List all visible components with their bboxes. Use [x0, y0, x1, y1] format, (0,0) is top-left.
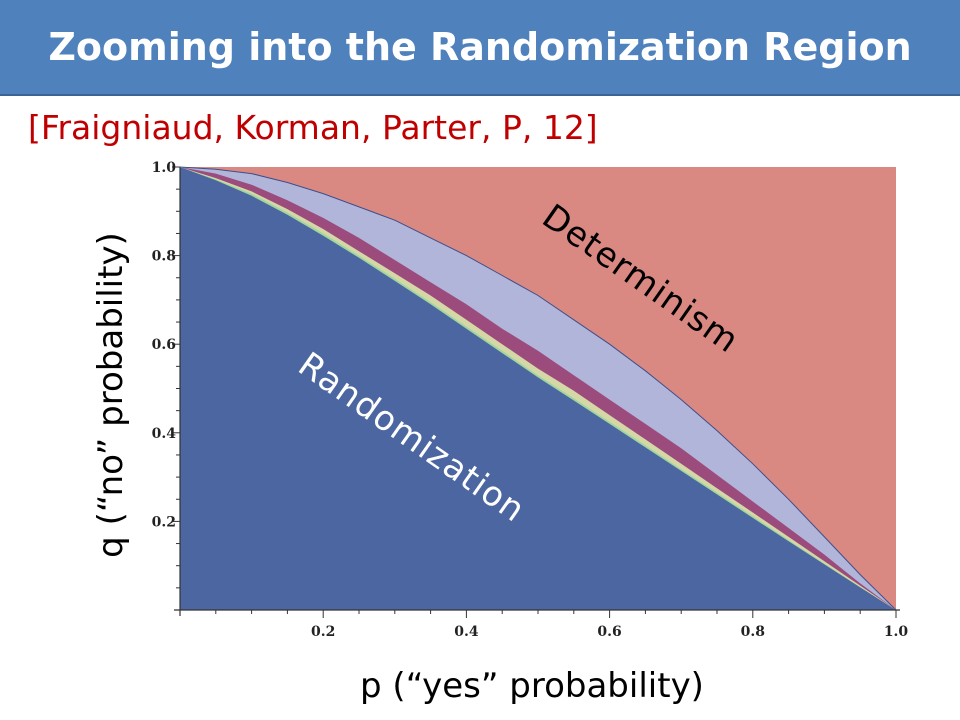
title-bar: Zooming into the Randomization Region — [0, 0, 960, 96]
citation: [Fraigniaud, Korman, Parter, P, 12] — [28, 108, 598, 147]
x-axis-title: p (“yes” probability) — [360, 666, 704, 706]
y-tick-label: 0.4 — [152, 426, 177, 442]
y-axis-title: q (“no” probability) — [91, 232, 131, 558]
y-tick-label: 0.2 — [152, 514, 176, 530]
randomization-region — [180, 167, 896, 610]
x-tick-label: 0.2 — [311, 624, 335, 640]
y-tick-label: 0.8 — [152, 249, 176, 265]
chart-ticks: 0.2 0.4 0.6 0.8 1.0 0.2 0.4 0.6 0.8 1.0 — [152, 160, 909, 640]
chart-regions — [179, 166, 898, 611]
y-tick-label: 1.0 — [152, 160, 177, 176]
x-tick-label: 0.8 — [741, 624, 765, 640]
slide-title: Zooming into the Randomization Region — [48, 25, 912, 69]
y-tick-label: 0.6 — [152, 337, 176, 353]
x-tick-label: 0.4 — [454, 624, 479, 640]
x-tick-label: 0.6 — [597, 624, 621, 640]
x-tick-label: 1.0 — [884, 624, 909, 640]
chart-axes — [174, 167, 900, 616]
